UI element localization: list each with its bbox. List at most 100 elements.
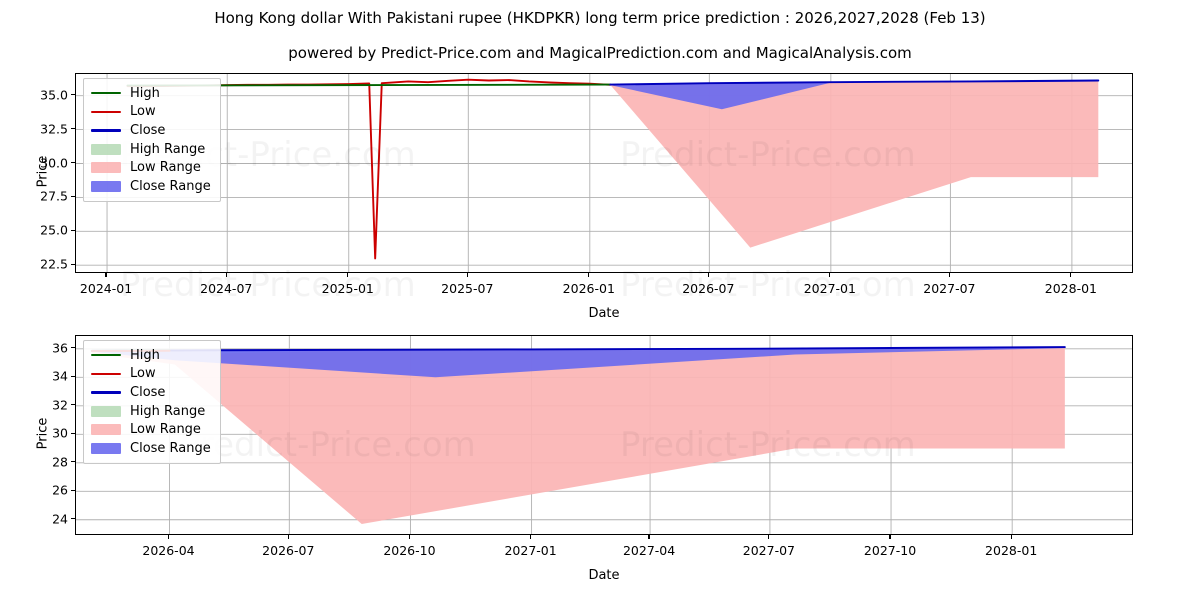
upper-x-tick-label: 2024-07 xyxy=(200,281,253,296)
legend-item-low-range: Low Range xyxy=(91,158,211,177)
lower-x-tick-mark xyxy=(1010,535,1012,539)
lower-x-tick-label: 2027-07 xyxy=(742,543,796,558)
lower-x-tick-label: 2027-01 xyxy=(504,543,557,558)
lower-x-tick-mark xyxy=(889,535,891,539)
legend-item-label: High xyxy=(130,347,160,363)
lower-x-tick-mark xyxy=(768,535,770,539)
lower-y-tick-label: 34 xyxy=(52,368,68,384)
upper-y-tick-mark xyxy=(71,161,75,164)
upper-band-close-range xyxy=(610,80,1099,110)
upper-plot-area xyxy=(75,73,1133,273)
upper-y-tick-mark xyxy=(71,229,75,231)
lower-plot-area xyxy=(75,335,1133,535)
upper-y-tick-label: 27.5 xyxy=(40,188,68,204)
upper-y-tick-label: 22.5 xyxy=(40,256,68,272)
upper-x-tick-label: 2026-07 xyxy=(682,281,735,296)
legend-item-label: High Range xyxy=(130,403,206,419)
legend-line-bar xyxy=(91,129,121,132)
legend-item-close-range: Close Range xyxy=(91,177,211,196)
legend-patch-swatch-icon xyxy=(91,442,121,454)
legend-item-close: Close xyxy=(91,383,211,402)
legend-item-label: Close Range xyxy=(130,440,211,456)
lower-legend: High Low Close High Range Low Range Close Ran… xyxy=(83,340,221,464)
legend-line-swatch-icon xyxy=(91,87,121,100)
legend-patch-swatch-icon xyxy=(91,424,121,436)
legend-item-low: Low xyxy=(91,103,211,122)
legend-item-label: High xyxy=(130,85,160,101)
lower-x-tick-mark xyxy=(287,535,289,539)
lower-x-tick-mark xyxy=(408,535,411,539)
upper-x-tick-mark xyxy=(105,273,107,277)
upper-y-tick-mark xyxy=(71,128,75,130)
upper-x-tick-label: 2027-07 xyxy=(923,281,976,296)
upper-legend: High Low Close High Range Low Range Close Ran… xyxy=(83,78,221,202)
upper-y-tick-label: 25.0 xyxy=(40,222,68,238)
upper-x-tick-label: 2024-01 xyxy=(79,281,133,296)
upper-y-tick-label: 30.0 xyxy=(40,155,68,170)
legend-item-low-range: Low Range xyxy=(91,420,211,439)
upper-x-tick-mark xyxy=(588,273,590,277)
legend-line-bar xyxy=(91,110,121,113)
legend-item-label: Low Range xyxy=(130,422,201,438)
legend-line-swatch-icon xyxy=(91,367,121,380)
lower-x-axis-label: Date xyxy=(588,568,620,583)
lower-y-tick-mark xyxy=(71,347,75,349)
legend-item-close: Close xyxy=(91,121,211,140)
lower-y-tick-mark xyxy=(71,432,75,434)
upper-plot-canvas xyxy=(76,74,1132,272)
upper-y-tick-mark xyxy=(71,94,75,96)
lower-band-low-range xyxy=(91,347,1065,525)
legend-line-swatch-icon xyxy=(91,105,121,118)
upper-x-tick-mark xyxy=(829,273,831,277)
lower-y-tick-label: 30 xyxy=(52,425,68,441)
legend-item-high-range: High Range xyxy=(91,140,211,159)
upper-x-tick-mark xyxy=(347,273,349,277)
upper-x-tick-mark xyxy=(707,273,709,277)
legend-patch-swatch-icon xyxy=(91,162,121,174)
lower-y-axis-label: Price xyxy=(35,417,51,450)
upper-x-tick-label: 2027-01 xyxy=(803,281,856,296)
legend-patch-swatch-icon xyxy=(91,143,121,155)
legend-item-label: Low Range xyxy=(130,160,201,176)
upper-x-axis-label: Date xyxy=(588,306,620,321)
lower-x-tick-label: 2026-04 xyxy=(142,543,195,558)
lower-y-tick-label: 26 xyxy=(52,482,68,498)
upper-series-close xyxy=(609,79,1100,86)
upper-x-tick-label: 2025-07 xyxy=(441,281,494,296)
page-title: Hong Kong dollar With Pakistani rupee (H… xyxy=(214,9,986,27)
legend-item-high: High xyxy=(91,346,211,365)
legend-line-bar xyxy=(91,354,121,357)
legend-item-label: Low xyxy=(130,104,156,120)
upper-y-tick-label: 35.0 xyxy=(40,87,68,103)
legend-item-high: High xyxy=(91,84,211,103)
upper-y-tick-label: 32.5 xyxy=(40,121,68,137)
page-subtitle: powered by Predict-Price.com and Magical… xyxy=(288,44,912,62)
upper-chart-panel xyxy=(75,73,1133,273)
legend-line-bar xyxy=(91,92,121,95)
legend-patch-swatch-icon xyxy=(91,405,121,417)
lower-y-tick-mark xyxy=(71,461,75,463)
lower-y-tick-label: 32 xyxy=(52,397,68,413)
legend-item-label: High Range xyxy=(130,141,206,157)
lower-y-tick-label: 28 xyxy=(52,454,68,470)
legend-item-label: Low xyxy=(130,366,156,382)
legend-item-high-range: High Range xyxy=(91,402,211,421)
lower-x-tick-label: 2027-10 xyxy=(863,543,917,558)
lower-y-tick-label: 36 xyxy=(52,340,68,356)
upper-svg xyxy=(76,74,1132,272)
legend-line-swatch-icon xyxy=(91,349,121,362)
legend-line-bar xyxy=(91,372,121,375)
legend-item-close-range: Close Range xyxy=(91,439,211,458)
lower-x-tick-label: 2028-01 xyxy=(985,543,1038,558)
lower-plot-canvas xyxy=(76,336,1132,534)
lower-y-tick-mark xyxy=(71,375,75,377)
upper-x-tick-label: 2028-01 xyxy=(1044,281,1098,296)
lower-x-tick-label: 2027-04 xyxy=(622,543,676,558)
legend-item-label: Close Range xyxy=(130,178,211,194)
upper-x-tick-mark xyxy=(466,273,468,277)
upper-x-tick-label: 2025-01 xyxy=(321,281,374,296)
lower-y-tick-mark xyxy=(71,489,75,491)
lower-y-tick-mark xyxy=(71,518,75,520)
lower-x-tick-mark xyxy=(529,535,532,539)
